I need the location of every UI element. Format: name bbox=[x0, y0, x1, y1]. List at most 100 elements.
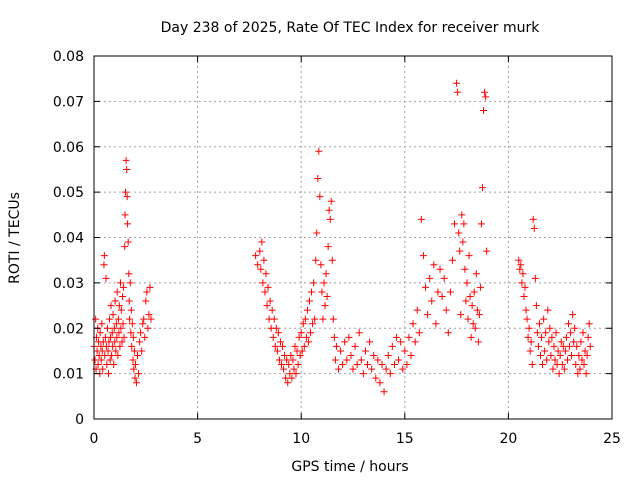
data-point bbox=[467, 333, 475, 341]
data-point bbox=[567, 329, 575, 337]
data-point bbox=[388, 342, 396, 350]
y-tick-label: 0.05 bbox=[53, 185, 84, 201]
data-point bbox=[144, 324, 152, 332]
data-point bbox=[458, 211, 466, 219]
data-point bbox=[578, 356, 586, 364]
data-point bbox=[270, 315, 278, 323]
data-point bbox=[322, 270, 330, 278]
data-point bbox=[468, 302, 476, 310]
y-tick-label: 0.04 bbox=[53, 231, 84, 247]
data-point bbox=[547, 351, 555, 359]
data-point bbox=[292, 370, 300, 378]
data-point bbox=[129, 333, 137, 341]
data-point bbox=[537, 351, 545, 359]
data-point bbox=[298, 347, 306, 355]
data-point bbox=[274, 329, 282, 337]
data-point bbox=[334, 365, 342, 373]
x-tick-label: 25 bbox=[603, 431, 621, 447]
data-point bbox=[269, 333, 277, 341]
data-point bbox=[130, 347, 138, 355]
data-point bbox=[108, 351, 116, 359]
data-point bbox=[315, 147, 323, 155]
data-point bbox=[586, 342, 594, 350]
data-point bbox=[303, 306, 311, 314]
y-tick-label: 0.01 bbox=[53, 367, 84, 383]
data-point bbox=[128, 320, 136, 328]
data-point bbox=[453, 79, 461, 87]
data-point bbox=[125, 297, 133, 305]
data-point bbox=[417, 215, 425, 223]
data-point bbox=[455, 229, 463, 237]
data-point bbox=[403, 361, 411, 369]
data-point bbox=[124, 220, 132, 228]
data-point bbox=[121, 188, 129, 196]
data-point bbox=[112, 347, 120, 355]
data-point bbox=[477, 220, 485, 228]
data-point bbox=[562, 333, 570, 341]
data-point bbox=[448, 256, 456, 264]
data-point bbox=[544, 306, 552, 314]
axis-ticks bbox=[93, 55, 613, 420]
data-point bbox=[91, 356, 99, 364]
data-point bbox=[320, 279, 328, 287]
data-point bbox=[131, 374, 139, 382]
data-point bbox=[121, 211, 129, 219]
data-point bbox=[127, 329, 135, 337]
data-point bbox=[432, 320, 440, 328]
data-point bbox=[542, 329, 550, 337]
data-point bbox=[464, 315, 472, 323]
data-point bbox=[308, 288, 316, 296]
data-point bbox=[469, 320, 477, 328]
x-tick-labels: 0 5 10 15 20 25 bbox=[90, 431, 621, 447]
data-point bbox=[272, 324, 280, 332]
data-point bbox=[117, 279, 125, 287]
data-point bbox=[127, 306, 135, 314]
data-point bbox=[120, 333, 128, 341]
data-point bbox=[556, 351, 564, 359]
data-point bbox=[472, 270, 480, 278]
y-tick-labels: 0 0.01 0.02 0.03 0.04 0.05 0.06 0.07 0.08 bbox=[53, 49, 84, 428]
data-point bbox=[294, 361, 302, 369]
data-point bbox=[374, 356, 382, 364]
data-point bbox=[566, 342, 574, 350]
data-point bbox=[405, 333, 413, 341]
data-point bbox=[551, 356, 559, 364]
data-point bbox=[295, 333, 303, 341]
data-point bbox=[104, 347, 112, 355]
data-point bbox=[299, 320, 307, 328]
data-point bbox=[139, 320, 147, 328]
data-point bbox=[119, 320, 127, 328]
data-point bbox=[353, 361, 361, 369]
data-point bbox=[130, 365, 138, 373]
data-point bbox=[480, 106, 488, 114]
y-tick-label: 0.06 bbox=[53, 140, 84, 156]
data-point bbox=[351, 342, 359, 350]
data-point bbox=[319, 315, 327, 323]
data-point bbox=[254, 261, 262, 269]
data-point bbox=[141, 333, 149, 341]
data-point bbox=[313, 229, 321, 237]
data-point bbox=[424, 311, 432, 319]
data-point bbox=[126, 279, 134, 287]
data-point bbox=[357, 356, 365, 364]
data-point bbox=[300, 342, 308, 350]
data-point bbox=[460, 220, 468, 228]
data-point bbox=[114, 351, 122, 359]
data-point bbox=[122, 156, 130, 164]
data-point bbox=[393, 333, 401, 341]
data-point bbox=[415, 329, 423, 337]
data-point bbox=[428, 297, 436, 305]
data-point bbox=[297, 329, 305, 337]
data-point bbox=[559, 342, 567, 350]
data-point bbox=[276, 338, 284, 346]
data-point bbox=[115, 302, 123, 310]
data-point bbox=[521, 283, 529, 291]
data-point bbox=[123, 193, 131, 201]
data-point bbox=[526, 347, 534, 355]
data-point bbox=[361, 347, 369, 355]
data-point bbox=[575, 351, 583, 359]
data-point bbox=[100, 261, 108, 269]
data-point bbox=[573, 342, 581, 350]
data-point bbox=[533, 329, 541, 337]
data-point bbox=[331, 356, 339, 364]
